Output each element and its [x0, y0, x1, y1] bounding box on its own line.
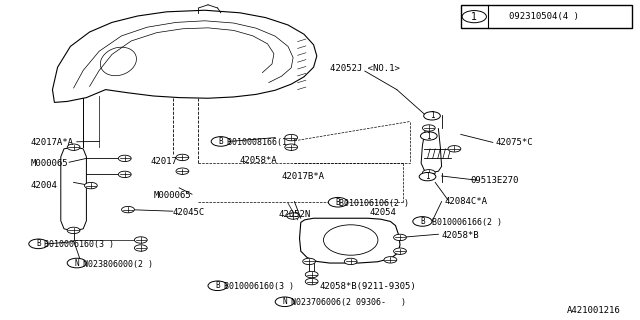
Text: 42017: 42017: [150, 157, 177, 166]
Text: 42058*A: 42058*A: [240, 156, 278, 164]
Circle shape: [275, 297, 294, 307]
Circle shape: [448, 146, 461, 152]
Circle shape: [394, 248, 406, 254]
Circle shape: [344, 258, 357, 265]
Text: B: B: [215, 281, 220, 290]
Text: 42052N: 42052N: [278, 210, 310, 219]
Circle shape: [118, 171, 131, 178]
Circle shape: [208, 281, 227, 291]
Circle shape: [328, 197, 348, 207]
Circle shape: [419, 172, 436, 181]
Text: N: N: [74, 259, 79, 268]
Text: B010006160(3 ): B010006160(3 ): [224, 282, 294, 291]
Text: 1: 1: [429, 111, 435, 120]
Circle shape: [211, 137, 230, 146]
Text: 42045C: 42045C: [173, 208, 205, 217]
Text: B010006160(3 ): B010006160(3 ): [44, 240, 113, 249]
Circle shape: [176, 154, 189, 161]
Text: 09513E270: 09513E270: [470, 176, 519, 185]
Circle shape: [422, 170, 435, 176]
Circle shape: [305, 271, 318, 278]
Circle shape: [420, 132, 437, 140]
Text: 42058*B(9211-9305): 42058*B(9211-9305): [320, 282, 417, 291]
Text: 42054: 42054: [369, 208, 396, 217]
Circle shape: [422, 125, 435, 131]
Text: B: B: [218, 137, 223, 146]
Circle shape: [413, 217, 432, 226]
Text: 42004: 42004: [31, 181, 58, 190]
Circle shape: [305, 278, 318, 285]
Circle shape: [67, 144, 80, 150]
Circle shape: [424, 112, 440, 120]
Text: B: B: [420, 217, 425, 226]
Circle shape: [134, 245, 147, 251]
Circle shape: [285, 144, 298, 150]
Circle shape: [134, 237, 147, 243]
Text: 1: 1: [471, 12, 477, 22]
Circle shape: [384, 257, 397, 263]
Circle shape: [67, 258, 86, 268]
Text: 1: 1: [426, 132, 431, 140]
Text: N: N: [282, 297, 287, 306]
Text: B010106106(2 ): B010106106(2 ): [339, 199, 409, 208]
Text: N023706006(2 09306-   ): N023706006(2 09306- ): [291, 298, 406, 307]
Text: 42017B*A: 42017B*A: [282, 172, 324, 180]
Text: 42075*C: 42075*C: [496, 138, 534, 147]
Text: B010006166(2 ): B010006166(2 ): [432, 218, 502, 227]
Text: 42084C*A: 42084C*A: [445, 197, 488, 206]
Circle shape: [287, 213, 300, 219]
Circle shape: [122, 206, 134, 213]
Circle shape: [118, 155, 131, 162]
Circle shape: [462, 11, 486, 23]
Text: 092310504(4 ): 092310504(4 ): [509, 12, 579, 21]
Text: M000065: M000065: [154, 191, 191, 200]
Circle shape: [67, 227, 80, 234]
Text: A421001216: A421001216: [566, 306, 620, 315]
Circle shape: [303, 258, 316, 265]
Circle shape: [84, 182, 97, 189]
Text: B: B: [335, 198, 340, 207]
Text: N023806000(2 ): N023806000(2 ): [83, 260, 153, 268]
Text: 42017A*A: 42017A*A: [31, 138, 74, 147]
Text: 42058*B: 42058*B: [442, 231, 479, 240]
Text: 1: 1: [425, 172, 430, 181]
Circle shape: [285, 134, 298, 141]
Text: B010008166(1 ): B010008166(1 ): [227, 138, 297, 147]
Text: 42052J <NO.1>: 42052J <NO.1>: [330, 64, 399, 73]
Text: M000065: M000065: [31, 159, 68, 168]
Circle shape: [176, 168, 189, 174]
Circle shape: [29, 239, 48, 249]
Text: B: B: [36, 239, 41, 248]
Circle shape: [394, 234, 406, 241]
